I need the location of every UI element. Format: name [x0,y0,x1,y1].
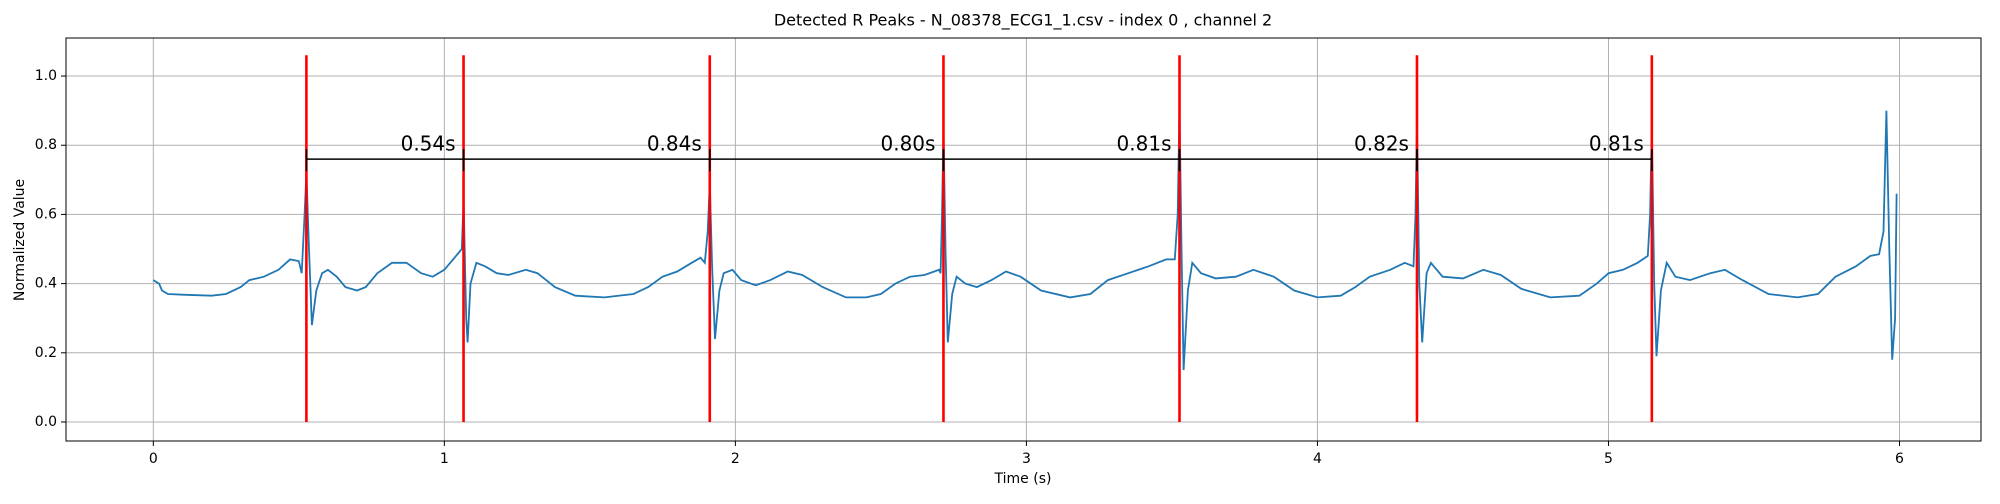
x-tick-label: 6 [1895,451,1904,467]
interval-label: 0.84s [647,132,702,156]
x-tick-label: 4 [1313,451,1322,467]
y-tick-label: 0.0 [35,414,57,430]
interval-label: 0.54s [401,132,456,156]
y-tick-label: 1.0 [35,68,57,84]
plot-frame [65,37,1982,442]
x-tick-label: 0 [149,451,158,467]
x-tick-label: 3 [1022,451,1031,467]
ecg-line [152,107,1898,371]
x-tick-label: 2 [731,451,740,467]
y-tick-label: 0.8 [35,137,57,153]
interval-label: 0.81s [1117,132,1172,156]
x-tick-label: 5 [1604,451,1613,467]
y-tick-label: 0.6 [35,206,57,222]
interval-label: 0.82s [1354,132,1409,156]
y-tick-label: 0.2 [35,345,57,361]
y-tick-label: 0.4 [35,276,57,292]
interval-label: 0.81s [1589,132,1644,156]
interval-label: 0.80s [881,132,936,156]
chart-title: Detected R Peaks - N_08378_ECG1_1.csv - … [774,11,1272,31]
y-axis-label: Normalized Value [12,179,28,301]
x-axis-label: Time (s) [994,471,1052,487]
x-tick-label: 1 [440,451,449,467]
